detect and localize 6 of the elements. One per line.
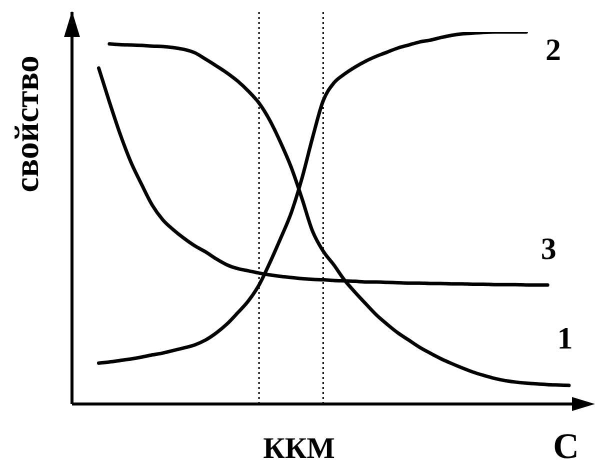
x-axis-title: C — [553, 426, 579, 463]
series-label: 1 — [557, 320, 573, 355]
series-label: 2 — [545, 32, 561, 66]
series-label: 3 — [540, 230, 556, 266]
y-axis-title: свойство — [8, 56, 46, 192]
text: ККМ — [263, 432, 336, 463]
